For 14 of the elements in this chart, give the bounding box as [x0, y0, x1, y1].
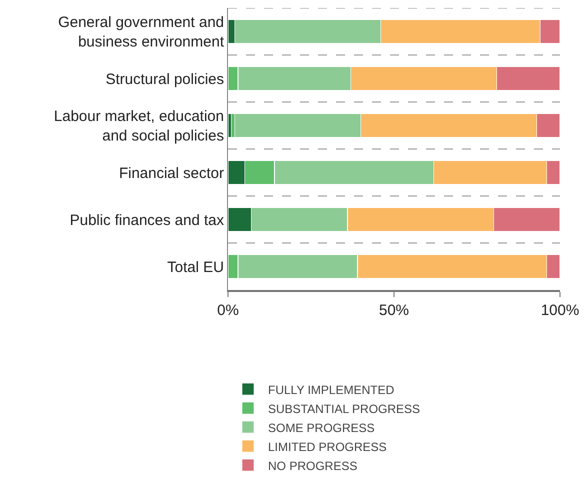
y-tick-label: Financial sector [118, 164, 224, 182]
y-tick-label: Labour market, education and social policies [54, 108, 224, 144]
legend-label: LIMITED PROGRESS [268, 440, 387, 454]
y-tick-label: Structural policies [106, 70, 224, 88]
legend-label: SUBSTANTIAL PROGRESS [268, 402, 420, 416]
legend-label: NO PROGRESS [268, 458, 358, 473]
x-tick-label: 100% [540, 302, 580, 319]
y-tick-label: General government and business environment [58, 14, 225, 50]
x-tick-label: 50% [378, 302, 410, 319]
legend-label: SOME PROGRESS [268, 420, 375, 435]
legend-label: FULLY IMPLEMENTED [268, 382, 395, 397]
x-tick-label: 0% [217, 302, 239, 319]
y-tick-label: Total EU [167, 258, 224, 276]
y-tick-label: Public finances and tax [70, 212, 224, 229]
